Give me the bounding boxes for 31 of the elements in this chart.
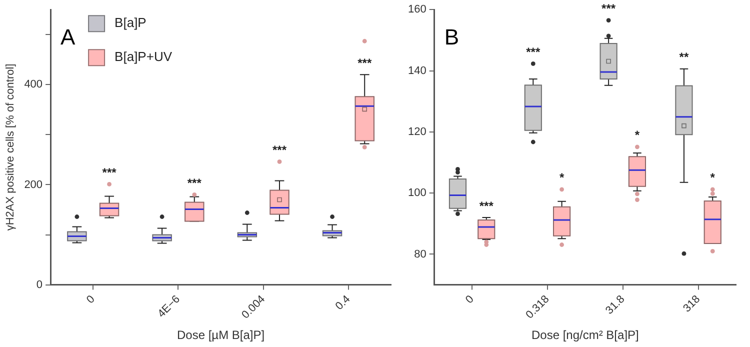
annotation: *** — [358, 56, 372, 70]
y-tick-label: 80 — [414, 248, 426, 260]
annotation: ** — [679, 50, 689, 64]
annotation: * — [634, 128, 640, 142]
text: B — [444, 24, 460, 50]
legend-label: B[a]P — [114, 15, 146, 30]
y-tick-label: 160 — [408, 4, 426, 16]
y-tick-label: 100 — [408, 187, 426, 200]
annotation: * — [710, 170, 716, 185]
y-tick-label: 200 — [24, 178, 43, 191]
x-tick-label: 0.4 — [333, 293, 353, 313]
y-tick-label: 140 — [408, 64, 426, 77]
annotation: *** — [272, 143, 287, 158]
x-axis-title: Dose [ng/cm² B[a]P] — [531, 328, 639, 342]
legend-label: B[a]P+UV — [114, 49, 172, 64]
annotation: *** — [526, 45, 540, 60]
x-axis-title: Dose [µM B[a]P] — [176, 328, 265, 342]
y-tick-label: 400 — [24, 78, 43, 91]
x-tick-label: 0 — [464, 293, 476, 306]
y-axis-title: γH2AX positive cells [% of control] — [4, 64, 17, 231]
text: A — [60, 24, 76, 50]
annotation: *** — [187, 176, 202, 190]
annotation: *** — [102, 166, 117, 180]
annotation: * — [559, 170, 564, 185]
x-tick-label: 0 — [84, 293, 98, 306]
annotation: *** — [602, 2, 616, 16]
x-tick-label: 31.8 — [604, 293, 628, 317]
x-tick-label: 318 — [681, 293, 703, 315]
annotation: *** — [479, 198, 494, 213]
y-tick-label: 0 — [36, 278, 43, 291]
y-tick-label: 120 — [408, 126, 426, 138]
